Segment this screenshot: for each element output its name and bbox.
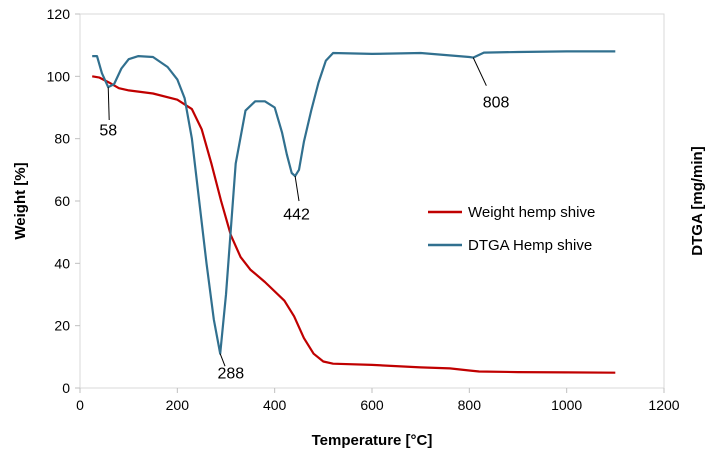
- x-tick-label: 1200: [648, 397, 679, 413]
- x-axis-label: Temperature [°C]: [312, 432, 433, 449]
- annotation-leader: [107, 87, 110, 120]
- y-tick-label: 60: [54, 193, 70, 209]
- y-tick-label: 20: [54, 318, 70, 334]
- x-tick-label: 600: [360, 397, 384, 413]
- x-axis-ticks: 0 200 400 600 800 1000 1200: [76, 388, 680, 413]
- annotation-leader: [219, 353, 226, 367]
- annotation-leader: [294, 175, 300, 202]
- x-tick-label: 200: [166, 397, 190, 413]
- annotations-group: 58 288 442 808: [99, 57, 510, 382]
- legend: Weight hemp shive DTGA Hemp shive: [428, 204, 595, 254]
- legend-label-weight: Weight hemp shive: [468, 204, 595, 221]
- y-tick-label: 120: [47, 6, 71, 22]
- legend-label-dtga: DTGA Hemp shive: [468, 237, 592, 254]
- dtga-series-line: [92, 50, 616, 355]
- annotation-label: 288: [218, 365, 245, 382]
- y-axis-ticks: 0 20 40 60 80 100 120: [47, 6, 80, 396]
- y-tick-label: 0: [62, 380, 70, 396]
- y-axis-label: Weight [%]: [12, 162, 29, 239]
- plot-area: [79, 13, 665, 389]
- x-tick-label: 400: [263, 397, 287, 413]
- annotation-label: 808: [483, 94, 510, 111]
- x-tick-label: 1000: [551, 397, 582, 413]
- y2-axis-label: DTGA [mg/min]: [689, 146, 706, 255]
- series-group: [92, 50, 616, 374]
- x-tick-label: 0: [76, 397, 84, 413]
- y-tick-label: 100: [47, 68, 71, 84]
- annotation-leader: [472, 57, 487, 86]
- y-tick-label: 40: [54, 255, 70, 271]
- y-tick-label: 80: [54, 131, 70, 147]
- x-tick-label: 800: [458, 397, 482, 413]
- weight-series-line: [92, 75, 616, 374]
- annotation-label: 58: [99, 122, 117, 139]
- annotation-label: 442: [283, 206, 310, 223]
